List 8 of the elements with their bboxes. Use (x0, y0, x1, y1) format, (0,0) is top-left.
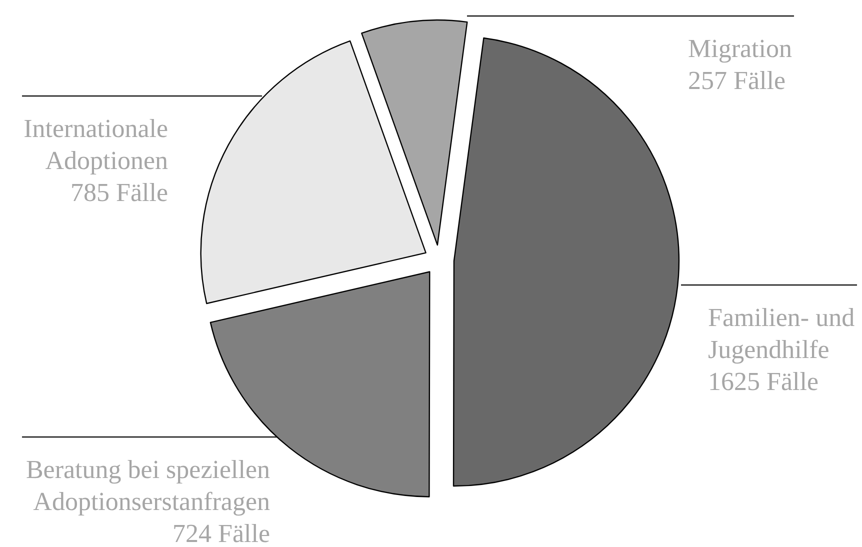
slice-label: Familien- und Jugendhilfe (708, 303, 855, 364)
data-label: 257 Fälle (688, 66, 786, 95)
slice-label: Migration (688, 34, 792, 63)
data-label: 724 Fälle (172, 519, 270, 547)
slice-label: Beratung bei speziellen Adoptionserstanfragen (26, 455, 270, 516)
data-label: 785 Fälle (70, 178, 168, 207)
slice-label: Internationale Adoptionen (24, 114, 168, 175)
data-label: 1625 Fälle (708, 367, 818, 396)
